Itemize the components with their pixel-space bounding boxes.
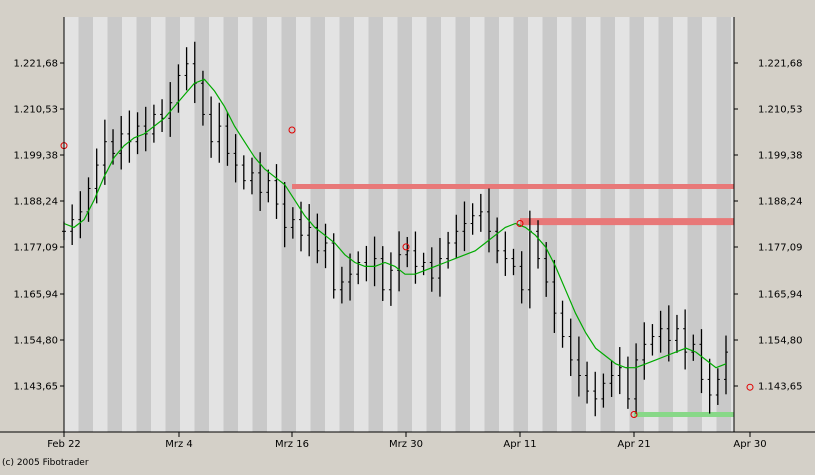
band-13 xyxy=(455,17,470,432)
band-4 xyxy=(194,17,209,432)
y-tick-label-left-7: 1.143,65 xyxy=(13,382,58,393)
y-tick-label-right-6: 1.154,80 xyxy=(758,336,803,347)
signal-marker-5 xyxy=(746,383,754,391)
band-12 xyxy=(426,17,441,432)
copyright-text: (c) 2005 Fibotrader xyxy=(2,458,89,468)
band-14 xyxy=(484,17,499,432)
y-tick-label-left-1: 1.210,53 xyxy=(13,105,58,116)
y-tick-label-right-5: 1.165,94 xyxy=(758,290,803,301)
y-tick-label-left-2: 1.199,38 xyxy=(13,151,58,162)
x-tick-label-1: Mrz 4 xyxy=(165,439,193,450)
y-axis-right: 1.221,68 1.210,53 1.199,38 1.188,24 1.177,09… xyxy=(734,59,803,393)
y-tick-label-left-6: 1.154,80 xyxy=(13,336,58,347)
band-5 xyxy=(223,17,238,432)
y-tick-label-left-3: 1.188,24 xyxy=(13,197,58,208)
band-0 xyxy=(78,17,93,432)
y-tick-label-left-4: 1.177,09 xyxy=(13,243,58,254)
band-1 xyxy=(107,17,122,432)
y-tick-label-right-1: 1.210,53 xyxy=(758,105,803,116)
y-tick-label-right-0: 1.221,68 xyxy=(758,59,803,70)
y-tick-label-left-0: 1.221,68 xyxy=(13,59,58,70)
moving-average-line xyxy=(63,78,727,369)
resistance-zone-0 xyxy=(292,184,734,189)
x-tick-label-4: Apr 11 xyxy=(503,439,536,450)
signal-marker-1 xyxy=(288,126,296,134)
x-axis: Feb 22 Mrz 4 Mrz 16 Mrz 30 Apr 11 Apr 21 Apr 3… xyxy=(47,432,767,450)
band-3 xyxy=(165,17,180,432)
support-zone-2 xyxy=(634,412,734,417)
y-tick-label-left-5: 1.165,94 xyxy=(13,290,58,301)
y-tick-label-right-3: 1.188,24 xyxy=(758,197,803,208)
band-2 xyxy=(136,17,151,432)
x-tick-label-3: Mrz 30 xyxy=(389,439,423,450)
x-tick-label-2: Mrz 16 xyxy=(275,439,309,450)
band-9 xyxy=(339,17,354,432)
signal-marker-2 xyxy=(402,243,410,251)
price-zones xyxy=(292,184,734,417)
band-11 xyxy=(397,17,412,432)
signal-marker-4 xyxy=(630,411,638,418)
y-tick-label-right-4: 1.177,09 xyxy=(758,243,803,254)
band-6 xyxy=(252,17,267,432)
band-10 xyxy=(368,17,383,432)
moving-average-layer xyxy=(63,78,727,369)
signal-marker-3 xyxy=(516,220,524,227)
x-tick-label-5: Apr 21 xyxy=(617,439,650,450)
x-tick-label-6: Apr 30 xyxy=(733,439,766,450)
axes xyxy=(0,17,815,433)
y-tick-label-right-2: 1.199,38 xyxy=(758,151,803,162)
x-tick-label-0: Feb 22 xyxy=(47,439,81,450)
resistance-zone-1 xyxy=(520,218,734,226)
band-7 xyxy=(281,17,296,432)
y-axis-left: 1.221,68 1.210,53 1.199,38 1.188,24 1.177,09… xyxy=(13,59,64,393)
y-tick-label-right-7: 1.143,65 xyxy=(758,382,803,393)
ohlc-bars xyxy=(62,41,728,417)
